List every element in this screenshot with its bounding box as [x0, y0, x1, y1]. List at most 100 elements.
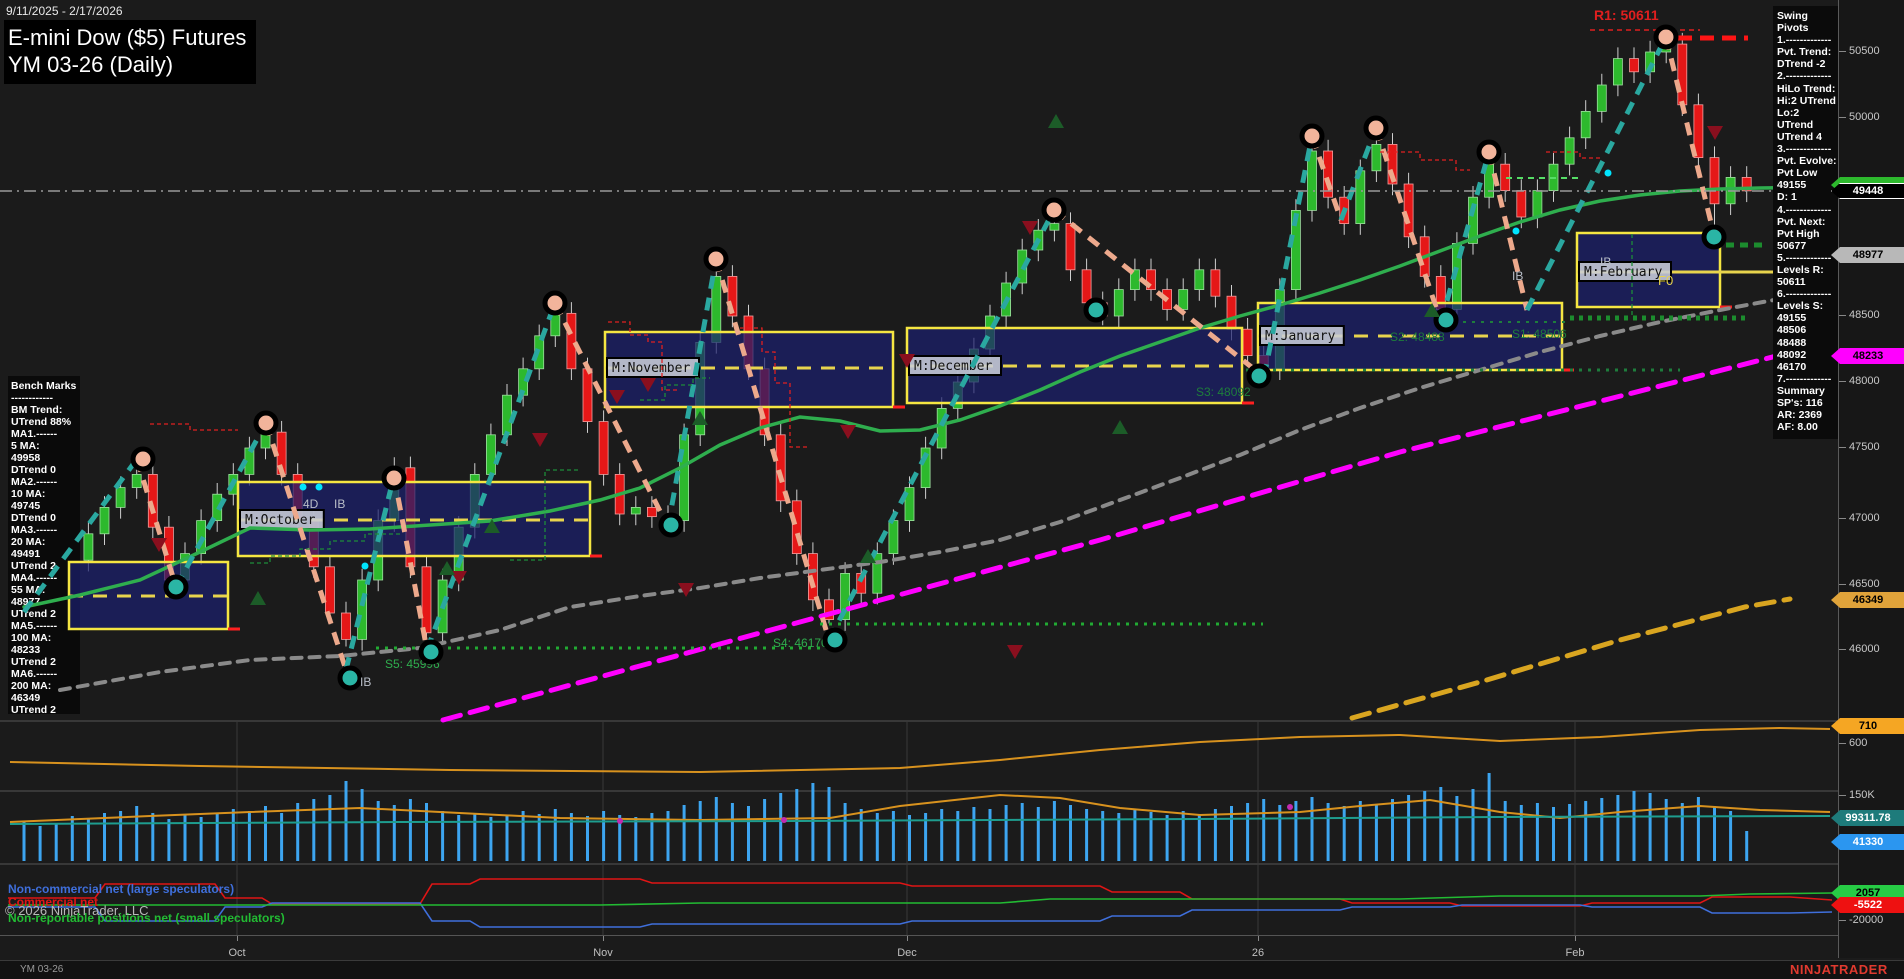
time-tick — [1575, 936, 1576, 941]
swing-up-segment — [826, 208, 1057, 642]
chart-canvas[interactable]: Bench Marks------------BM Trend:UTrend 8… — [0, 0, 1838, 960]
svg-text:M:December: M:December — [914, 359, 992, 374]
swing-down-segment — [713, 258, 832, 641]
candle-body — [341, 612, 351, 640]
candle-body — [1226, 295, 1237, 330]
time-tick — [603, 936, 604, 941]
stop-step-line — [608, 321, 680, 391]
candle-body — [147, 473, 158, 528]
swing-up-segment — [343, 475, 397, 671]
ib-label: 4D — [303, 497, 319, 511]
price-marker: 48977 — [1831, 247, 1904, 263]
candle-body — [582, 368, 593, 422]
pivot-high-circle — [1476, 139, 1502, 165]
candle-body — [1580, 111, 1591, 139]
swing-up-segment — [1338, 127, 1379, 221]
swing-panel-line: SP's: 116 — [1777, 397, 1823, 409]
bench-panel-line: 46349 — [11, 692, 40, 704]
swing-panel-line: 3.------------- — [1777, 143, 1832, 156]
instrument-tab[interactable]: YM 03-26 — [20, 964, 64, 975]
bench-panel-line: 49958 — [11, 452, 40, 464]
up-signal-triangle — [1424, 303, 1440, 317]
candle-body — [872, 553, 883, 594]
cot-legend-noncommercial: Non-commercial net (large speculators) — [8, 882, 235, 896]
candle-body — [1677, 43, 1688, 106]
up-signal-triangle — [439, 561, 455, 575]
candle-body — [421, 566, 432, 634]
price-tick: 150K — [1839, 789, 1875, 801]
candle-body — [1532, 190, 1543, 218]
bench-panel-line: DTrend 0 — [11, 464, 56, 476]
swing-up-segment — [665, 258, 719, 528]
swing-panel-line: 48092 — [1777, 348, 1807, 361]
candle-body — [1468, 196, 1478, 244]
bench-panel-line: 49745 — [11, 500, 40, 512]
candle-body — [1693, 104, 1704, 159]
candle-body — [679, 434, 689, 521]
pivot-high-circle — [1041, 197, 1067, 223]
monthly-box-label[interactable]: M:October — [239, 509, 325, 530]
time-label: Nov — [593, 947, 613, 959]
pivot-high-circle — [381, 465, 407, 491]
time-axis[interactable]: Oct Nov Dec 26 Feb — [0, 935, 1838, 961]
monthly-box-label[interactable]: M:January — [1259, 325, 1345, 346]
swing-panel-line: Lo:2 UTrend — [1777, 106, 1814, 131]
price-tick: 50500 — [1839, 45, 1880, 57]
candle-body — [1178, 289, 1189, 310]
bench-panel-line: MA4.------ — [11, 572, 58, 584]
pivot-low-circle — [1246, 363, 1272, 389]
pivot-high-circle — [542, 290, 568, 316]
volume-signal-dot — [617, 818, 623, 824]
swing-up-segment — [424, 302, 558, 651]
target-step-line — [510, 469, 580, 561]
gold-trendline — [1349, 596, 1793, 721]
swing-panel-line: UTrend 4 — [1777, 130, 1822, 143]
swing-panel-line: Levels S: — [1777, 300, 1824, 313]
monthly-box-label[interactable]: M:December — [908, 355, 1002, 376]
candle-body — [115, 487, 126, 508]
svg-text:M:November: M:November — [612, 361, 690, 376]
pivot-low-circle — [163, 574, 189, 600]
volume-signal-dot — [1287, 804, 1293, 810]
copyright-text: © 2026 NinjaTrader, LLC — [5, 903, 149, 918]
pivot-low-circle — [1433, 307, 1459, 333]
bench-panel-line: 100 MA: — [11, 632, 51, 644]
swing-up-segment — [1524, 35, 1669, 312]
target-step-line — [640, 377, 710, 401]
monthly-box-label[interactable]: M:November — [606, 357, 700, 378]
swing-panel-line: 50611 — [1777, 276, 1806, 289]
down-signal-triangle — [678, 583, 694, 597]
time-label: Dec — [897, 947, 917, 959]
candle-body — [1146, 269, 1156, 290]
svg-text:M:January: M:January — [1265, 329, 1336, 344]
bench-panel-line: ------------ — [11, 392, 53, 404]
candle-body — [1596, 84, 1607, 112]
swing-down-segment — [552, 301, 671, 529]
candle-body — [83, 533, 94, 561]
candle-body — [920, 447, 931, 488]
monthly-box-label[interactable]: M:February — [1578, 261, 1672, 282]
candle-body — [566, 312, 577, 370]
candle-body — [1403, 183, 1414, 238]
r1-label: R1: 50611 — [1594, 7, 1659, 23]
swing-down-segment — [1052, 208, 1266, 379]
swing-panel-line: Levels R: — [1777, 263, 1824, 276]
price-marker: 49448 — [1831, 183, 1904, 199]
candle-body — [324, 566, 335, 614]
swing-down-segment — [1373, 127, 1444, 323]
up-signal-triangle — [692, 411, 708, 425]
chart-title: E-mini Dow ($5) Futures YM 03-26 (Daily) — [4, 20, 257, 84]
candle-body — [630, 506, 641, 515]
bench-panel-line: MA3.------ — [11, 524, 58, 536]
pivot-low-circle — [418, 639, 444, 665]
down-signal-triangle — [899, 354, 915, 368]
swing-panel-line: Pvt. Evolve: — [1777, 155, 1837, 168]
swing-panel-line: Swing Pivots — [1777, 10, 1809, 35]
bench-panel-line: 49491 — [11, 548, 40, 560]
bench-panel-line: MA6.------ — [11, 668, 58, 680]
stop-step-line — [1380, 151, 1470, 171]
candle-body — [1629, 58, 1639, 73]
swing-panel-line: Summary — [1777, 384, 1825, 397]
price-axis[interactable]: 50500 50000 48500 48000 47500 47000 46500 46000… — [1831, 0, 1904, 958]
